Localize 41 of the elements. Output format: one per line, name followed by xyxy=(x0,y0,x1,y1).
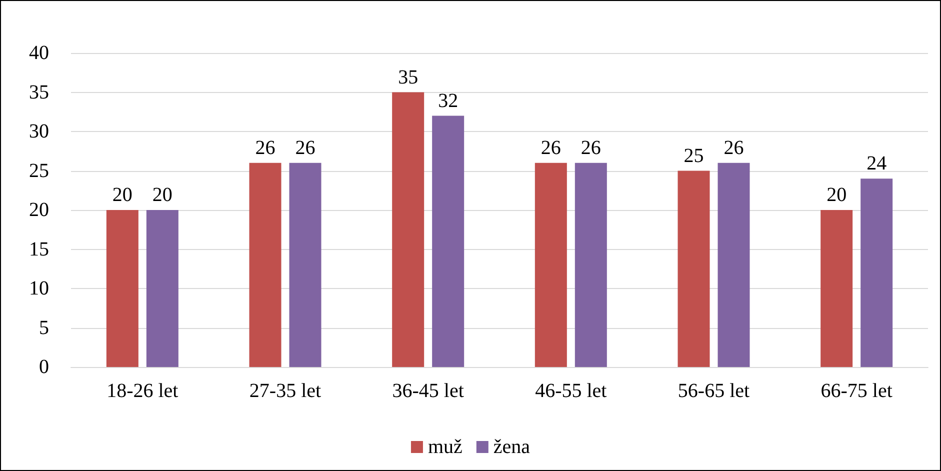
bar xyxy=(289,162,322,367)
y-tick-label: 40 xyxy=(29,42,49,64)
data-label: 20 xyxy=(112,184,132,206)
y-tick-label: 5 xyxy=(39,316,49,339)
data-label: 26 xyxy=(255,136,276,159)
data-label: 25 xyxy=(684,144,704,167)
bar xyxy=(860,178,893,367)
data-label: 26 xyxy=(540,136,561,159)
y-tick-label: 20 xyxy=(29,199,49,221)
x-tick-label: 18-26 let xyxy=(106,380,179,402)
bar xyxy=(678,170,710,367)
y-tick-label: 30 xyxy=(29,120,49,142)
y-tick-label: 0 xyxy=(39,356,49,378)
bar xyxy=(146,210,178,367)
bar xyxy=(574,162,607,367)
bar xyxy=(392,92,424,367)
y-tick-label: 25 xyxy=(29,160,49,182)
data-label: 20 xyxy=(826,184,847,206)
legend-label: žena xyxy=(493,436,530,458)
x-tick-label: 46-55 let xyxy=(535,380,608,402)
legend-label: muž xyxy=(428,436,463,458)
x-tick-label: 27-35 let xyxy=(249,380,322,402)
bar xyxy=(249,162,282,367)
data-label: 24 xyxy=(866,152,887,175)
bar xyxy=(820,210,853,367)
bar xyxy=(432,116,464,367)
bar xyxy=(106,210,138,367)
bar xyxy=(718,162,750,367)
bar xyxy=(534,162,567,367)
x-tick-label: 36-45 let xyxy=(392,380,464,402)
data-label: 26 xyxy=(724,136,744,159)
x-tick-label: 66-75 let xyxy=(820,380,893,402)
data-label: 32 xyxy=(438,90,458,112)
data-label: 20 xyxy=(152,184,172,206)
y-tick-label: 10 xyxy=(29,278,49,300)
data-label: 26 xyxy=(580,136,601,159)
y-tick-label: 15 xyxy=(29,238,49,260)
data-label: 26 xyxy=(295,136,316,159)
data-label: 35 xyxy=(398,66,418,88)
y-tick-label: 35 xyxy=(29,81,49,104)
x-tick-label: 56-65 let xyxy=(678,380,750,402)
